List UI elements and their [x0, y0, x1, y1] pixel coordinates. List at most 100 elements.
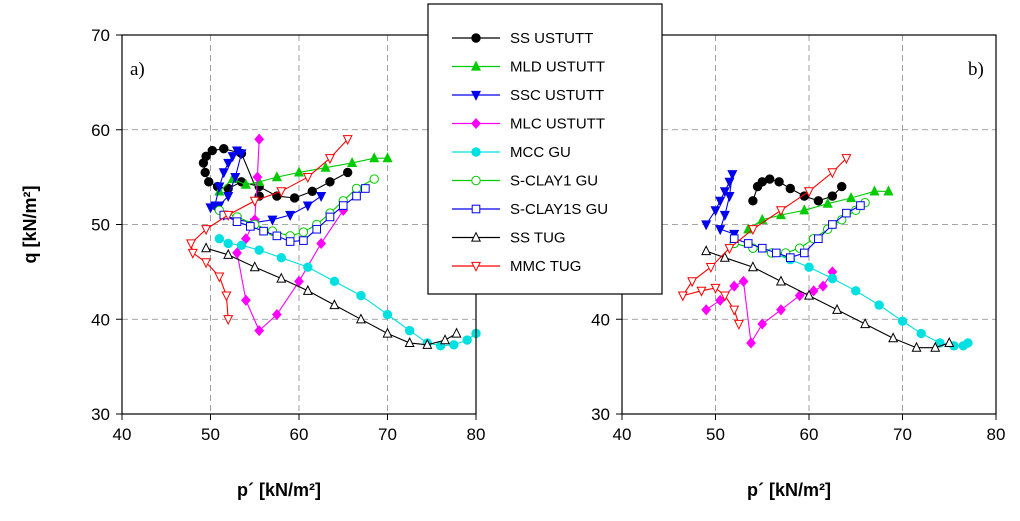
data-point — [342, 135, 353, 146]
legend-item: MMC TUG — [452, 258, 581, 275]
legend-label: S-CLAY1S GU — [510, 201, 608, 218]
legend-label: MLC USTUTT — [510, 116, 605, 133]
data-point — [272, 308, 282, 321]
legend-marker — [470, 261, 482, 272]
data-point — [719, 210, 730, 221]
data-point — [187, 248, 198, 259]
x-tick-label: 80 — [467, 425, 486, 444]
series-line — [747, 190, 889, 230]
legend-item: SS USTUTT — [452, 30, 593, 47]
data-point — [911, 341, 922, 352]
legend-label: MLD USTUTT — [510, 59, 605, 76]
y-tick-label: 30 — [91, 405, 110, 424]
data-point — [201, 225, 212, 236]
legend-box — [427, 3, 663, 295]
data-point — [775, 206, 786, 217]
data-point — [285, 210, 296, 221]
series-ss-tug — [701, 245, 955, 352]
data-point — [302, 201, 313, 212]
data-point — [804, 262, 814, 272]
legend-item: MCC GU — [452, 144, 571, 161]
data-point — [422, 338, 433, 349]
data-point — [822, 197, 833, 208]
legend-item: S-CLAY1S GU — [452, 201, 608, 218]
data-point — [747, 261, 758, 272]
data-point — [963, 338, 973, 348]
data-point — [276, 252, 286, 263]
panel-label: a) — [130, 59, 145, 80]
data-point — [827, 273, 838, 284]
legend-item: MLD USTUTT — [452, 59, 605, 76]
data-point — [800, 248, 809, 258]
data-point — [846, 192, 857, 203]
legend-item: SS TUG — [452, 230, 566, 247]
data-point — [841, 154, 852, 165]
data-point — [325, 177, 335, 187]
data-point — [276, 272, 287, 283]
data-point — [883, 185, 894, 196]
data-point — [776, 304, 786, 316]
x-tick-label: 60 — [800, 425, 819, 444]
data-point — [786, 253, 795, 262]
y-tick-label: 50 — [91, 216, 110, 235]
data-point — [223, 315, 234, 326]
data-point — [382, 152, 393, 163]
data-point — [724, 244, 735, 255]
series-line — [734, 205, 861, 259]
data-point — [241, 294, 251, 306]
data-point — [808, 285, 819, 297]
data-point — [227, 152, 238, 163]
data-point — [701, 304, 712, 316]
data-point — [743, 239, 753, 248]
data-point — [774, 177, 784, 187]
data-point — [289, 193, 300, 203]
data-point — [897, 316, 908, 326]
x-axis-title: p´ [kN/m²] — [747, 480, 831, 500]
data-point — [404, 337, 415, 348]
series-mlc-ustutt — [701, 266, 838, 349]
legend-marker — [470, 60, 482, 71]
data-point — [232, 247, 242, 259]
data-point — [285, 237, 295, 246]
data-point — [874, 300, 884, 310]
data-point — [342, 167, 353, 178]
series-line — [705, 250, 950, 349]
x-tick-label: 40 — [113, 425, 132, 444]
series-mmc-tug — [186, 135, 353, 326]
data-point — [715, 196, 726, 207]
y-tick-label: 60 — [91, 121, 110, 140]
data-point — [198, 158, 209, 168]
series-line — [219, 157, 388, 192]
data-point — [404, 325, 415, 336]
data-point — [916, 328, 926, 339]
data-point — [221, 291, 232, 302]
data-point — [352, 191, 361, 201]
data-point — [440, 334, 451, 345]
data-point — [757, 318, 768, 330]
data-point — [757, 243, 767, 253]
data-point — [930, 341, 941, 352]
data-point — [254, 133, 265, 145]
series-line — [705, 271, 833, 345]
data-point — [451, 327, 462, 338]
data-point — [236, 149, 247, 160]
data-point — [240, 178, 251, 189]
data-point — [205, 203, 216, 214]
data-point — [677, 291, 688, 302]
series-mmc-tug — [677, 154, 852, 330]
data-point — [727, 170, 738, 181]
legend-label: SS USTUTT — [510, 30, 593, 47]
data-point — [249, 261, 260, 272]
data-point — [316, 237, 326, 250]
legend-label: MCC GU — [510, 144, 571, 161]
x-axis-title: p´ [kN/m²] — [237, 480, 321, 500]
legend-label: MMC TUG — [510, 258, 581, 275]
series-ss-ustutt — [748, 174, 847, 206]
data-point — [827, 191, 838, 201]
data-point — [320, 161, 331, 172]
data-point — [338, 201, 348, 210]
data-point — [794, 290, 805, 302]
